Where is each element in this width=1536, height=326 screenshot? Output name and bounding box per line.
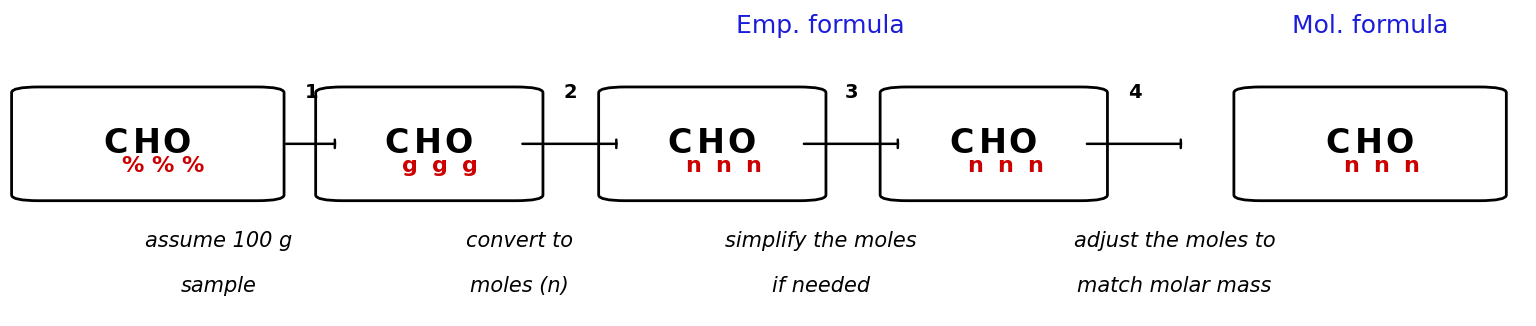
Text: H: H bbox=[697, 127, 725, 160]
Text: n: n bbox=[1342, 156, 1359, 176]
Text: O: O bbox=[727, 127, 756, 160]
Text: H: H bbox=[1355, 127, 1382, 160]
Text: n: n bbox=[1402, 156, 1419, 176]
Text: 1: 1 bbox=[304, 83, 318, 102]
Text: n: n bbox=[1373, 156, 1389, 176]
Text: convert to: convert to bbox=[465, 231, 573, 251]
Text: n: n bbox=[997, 156, 1012, 176]
Text: %: % bbox=[181, 156, 203, 176]
Text: g: g bbox=[462, 156, 478, 176]
Text: n: n bbox=[716, 156, 731, 176]
Text: O: O bbox=[163, 127, 190, 160]
Text: H: H bbox=[415, 127, 442, 160]
Text: n: n bbox=[966, 156, 983, 176]
Text: C: C bbox=[1326, 127, 1350, 160]
FancyBboxPatch shape bbox=[12, 87, 284, 201]
Text: n: n bbox=[685, 156, 702, 176]
Text: Emp. formula: Emp. formula bbox=[736, 14, 905, 37]
Text: %: % bbox=[121, 156, 143, 176]
Text: sample: sample bbox=[181, 276, 257, 296]
Text: g: g bbox=[432, 156, 449, 176]
Text: 3: 3 bbox=[845, 83, 859, 102]
Text: O: O bbox=[1009, 127, 1037, 160]
FancyBboxPatch shape bbox=[316, 87, 542, 201]
FancyBboxPatch shape bbox=[880, 87, 1107, 201]
Text: if needed: if needed bbox=[771, 276, 869, 296]
FancyBboxPatch shape bbox=[599, 87, 826, 201]
Text: match molar mass: match molar mass bbox=[1077, 276, 1272, 296]
Text: Mol. formula: Mol. formula bbox=[1292, 14, 1448, 37]
Text: H: H bbox=[978, 127, 1006, 160]
Text: n: n bbox=[1026, 156, 1043, 176]
Text: H: H bbox=[132, 127, 161, 160]
Text: 4: 4 bbox=[1127, 83, 1141, 102]
Text: C: C bbox=[949, 127, 974, 160]
Text: n: n bbox=[745, 156, 762, 176]
Text: %: % bbox=[151, 156, 174, 176]
Text: simplify the moles: simplify the moles bbox=[725, 231, 917, 251]
Text: 2: 2 bbox=[564, 83, 578, 102]
Text: C: C bbox=[384, 127, 409, 160]
Text: assume 100 g: assume 100 g bbox=[144, 231, 292, 251]
Text: O: O bbox=[1385, 127, 1413, 160]
FancyBboxPatch shape bbox=[1233, 87, 1507, 201]
Text: C: C bbox=[667, 127, 691, 160]
Text: adjust the moles to: adjust the moles to bbox=[1074, 231, 1275, 251]
Text: O: O bbox=[444, 127, 473, 160]
Text: moles (n): moles (n) bbox=[470, 276, 568, 296]
Text: g: g bbox=[402, 156, 418, 176]
Text: C: C bbox=[103, 127, 127, 160]
